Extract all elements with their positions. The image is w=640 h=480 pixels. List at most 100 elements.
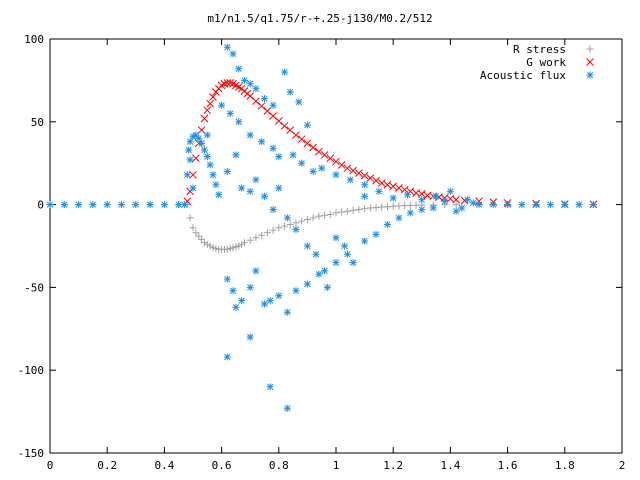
data-point	[283, 214, 291, 222]
data-point	[240, 239, 248, 247]
data-point	[395, 214, 403, 222]
data-point	[275, 153, 283, 161]
data-point	[469, 199, 477, 207]
data-point	[189, 170, 197, 179]
data-point	[332, 209, 340, 217]
series-2	[46, 43, 597, 412]
x-tick-label: 0.2	[97, 459, 117, 472]
data-point	[281, 222, 289, 230]
data-point	[321, 267, 329, 275]
data-point	[240, 76, 248, 84]
y-tick-label: -100	[18, 364, 45, 377]
data-point	[203, 131, 211, 139]
data-point	[238, 184, 246, 192]
data-point	[223, 43, 231, 51]
data-point	[186, 156, 194, 164]
data-point	[189, 184, 197, 192]
data-point	[226, 244, 234, 252]
data-point	[246, 92, 255, 100]
data-point	[229, 50, 237, 58]
data-point	[180, 201, 188, 209]
data-point	[269, 144, 277, 152]
data-point	[192, 229, 200, 237]
data-point	[232, 243, 240, 251]
data-point	[452, 195, 460, 204]
data-point	[263, 107, 272, 115]
data-point	[223, 353, 231, 361]
data-point	[183, 171, 191, 179]
data-point	[146, 201, 154, 209]
data-point	[375, 187, 383, 195]
data-point	[212, 181, 220, 189]
data-point	[212, 244, 220, 252]
data-point	[200, 146, 208, 154]
data-point	[261, 192, 268, 200]
data-point	[235, 65, 243, 73]
data-point	[360, 171, 369, 180]
data-point	[292, 219, 300, 227]
data-point	[452, 207, 460, 215]
data-point	[389, 182, 398, 191]
series-1	[183, 79, 598, 209]
data-point	[263, 229, 271, 237]
axis-ticks: 0 0.2 0.4 0.6 0.8 1 1.2 1.4 1.6 1.8 2 -150 -100 -50 0 5…	[18, 33, 626, 472]
data-point	[206, 99, 215, 108]
data-point	[118, 201, 125, 209]
data-point	[417, 189, 426, 198]
data-point	[458, 204, 466, 212]
data-point	[460, 196, 469, 205]
data-point	[286, 126, 295, 134]
legend-marker	[586, 58, 594, 66]
data-point	[238, 240, 246, 248]
data-point	[132, 201, 140, 209]
data-point	[226, 110, 234, 118]
legend-marker	[586, 71, 594, 79]
data-point	[341, 242, 349, 250]
data-point	[246, 283, 254, 291]
y-tick-label: 100	[24, 33, 44, 46]
data-point	[389, 194, 397, 202]
data-point	[298, 159, 306, 167]
data-point	[372, 230, 380, 238]
data-point	[343, 207, 351, 215]
data-point	[338, 208, 346, 216]
data-point	[518, 201, 526, 209]
legend-label: Acoustic flux	[480, 69, 566, 82]
data-point	[103, 201, 111, 209]
data-point	[361, 192, 369, 200]
data-point	[418, 206, 426, 214]
data-point	[404, 191, 411, 199]
data-point	[185, 146, 193, 154]
data-point	[258, 231, 266, 239]
data-point	[418, 196, 426, 204]
data-point	[332, 171, 340, 179]
data-point	[186, 214, 194, 222]
data-point	[361, 237, 369, 245]
data-point	[246, 131, 254, 139]
x-tick-label: 0.4	[154, 459, 174, 472]
y-tick-label: 50	[31, 116, 44, 129]
data-point	[223, 275, 231, 283]
data-point	[261, 300, 268, 308]
data-point	[252, 176, 260, 184]
data-point	[314, 147, 323, 156]
x-tick-label: 1.2	[383, 459, 403, 472]
x-tick-label: 1.8	[555, 459, 575, 472]
data-point	[274, 117, 283, 125]
data-point	[355, 206, 363, 214]
data-point	[332, 157, 340, 166]
data-point	[215, 191, 223, 199]
legend-label: G work	[526, 56, 566, 69]
data-point	[275, 184, 283, 192]
chart-title: m1/n1.5/q1.75/r-+.25-j130/M0.2/512	[207, 12, 432, 25]
data-point	[258, 138, 266, 146]
data-point	[475, 201, 483, 209]
data-point	[432, 192, 440, 200]
data-point	[309, 214, 317, 222]
data-point	[312, 250, 320, 258]
data-point	[226, 79, 235, 87]
data-point	[198, 139, 206, 147]
data-point	[383, 220, 391, 228]
data-point	[292, 131, 300, 139]
